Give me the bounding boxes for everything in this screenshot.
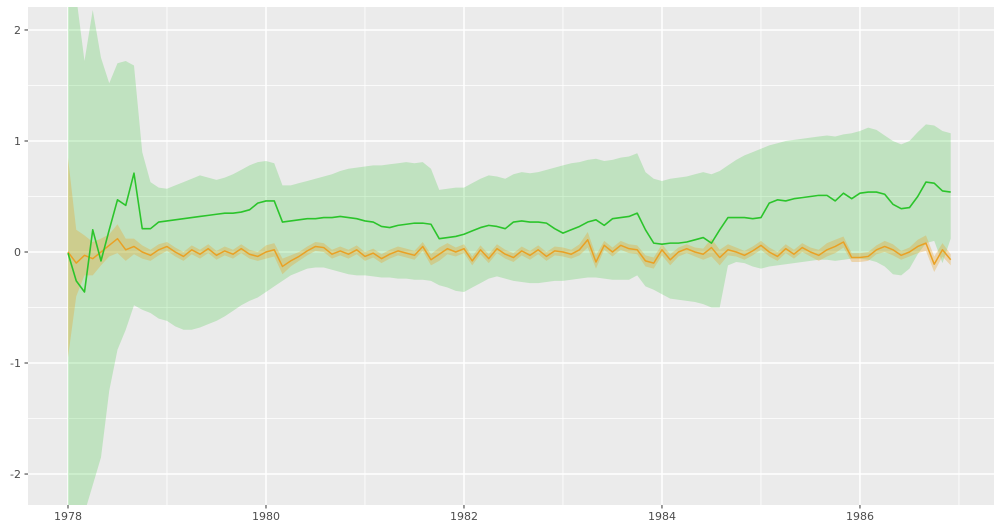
plot-area [67,7,952,505]
orange-series-line [67,237,952,268]
x-tick-label: 1980 [252,510,280,523]
y-tick-label: -1 [10,357,21,370]
y-tick-label: 1 [14,135,21,148]
green-series-line [67,172,951,293]
y-axis-labels: 2 1 0 -1 -2 [10,24,21,481]
y-tick-label: 0 [14,246,21,259]
x-tick-label: 1982 [450,510,478,523]
x-tick-label: 1984 [648,510,676,523]
x-tick-label: 1986 [846,510,874,523]
y-tick-label: 2 [14,24,21,37]
x-tick-label: 1978 [54,510,82,523]
y-tick-label: -2 [10,468,21,481]
major-gridlines [28,7,994,505]
axis-tick-marks [24,29,861,509]
orange-series-ribbon [67,157,951,358]
x-axis-labels: 1978 1980 1982 1984 1986 [54,510,874,523]
